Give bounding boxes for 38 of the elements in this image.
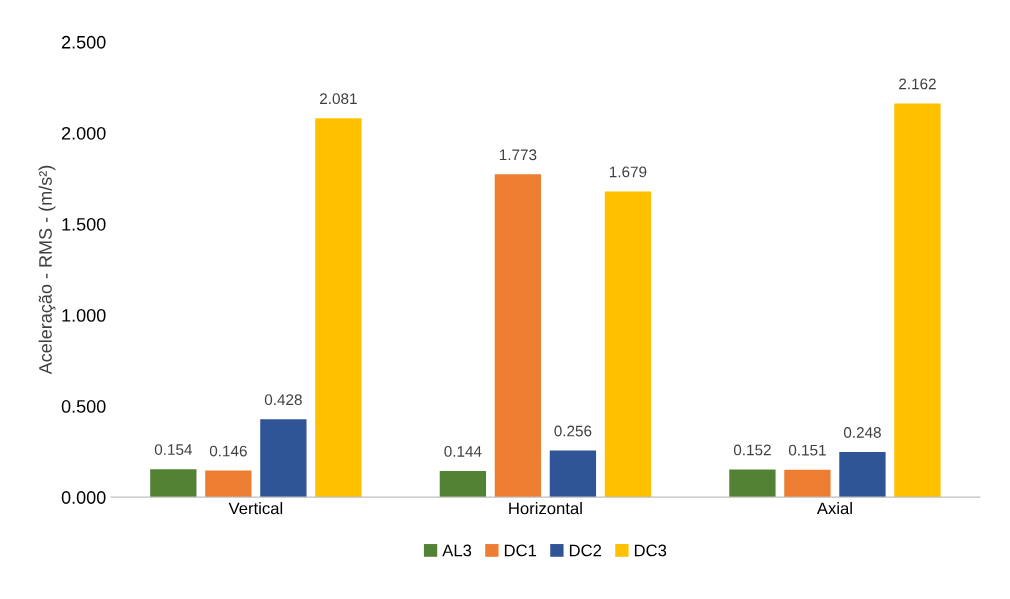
y-tick-label: 0.000 xyxy=(61,491,106,504)
bar xyxy=(315,118,362,498)
y-tick-label: 0.500 xyxy=(61,400,106,413)
bar xyxy=(604,191,652,498)
data-label: 1.679 xyxy=(609,166,647,178)
x-tick-label: Horizontal xyxy=(509,502,582,515)
y-tick-label: 1.500 xyxy=(62,217,106,231)
bar xyxy=(839,452,886,498)
bar xyxy=(150,469,197,498)
data-label: 0.248 xyxy=(843,427,881,438)
y-tick-label: 2.000 xyxy=(61,126,106,140)
bar xyxy=(260,419,307,498)
x-tick-label: Axial xyxy=(816,502,852,515)
data-label: 0.256 xyxy=(554,425,592,437)
bar xyxy=(439,470,487,498)
bar xyxy=(549,450,597,498)
y-tick-label: 1.000 xyxy=(62,309,106,322)
y-tick-label: 2.500 xyxy=(61,35,106,49)
bar xyxy=(729,469,776,498)
data-label: 0.152 xyxy=(733,444,771,456)
data-label: 1.773 xyxy=(499,149,537,161)
bar xyxy=(494,174,542,498)
data-label: 0.428 xyxy=(264,394,302,406)
legend-label: DC2 xyxy=(569,544,602,557)
legend-label: DC3 xyxy=(634,544,667,557)
legend-label: DC1 xyxy=(504,544,537,557)
data-label: 2.081 xyxy=(320,93,357,105)
y-axis-title: Aceleração - RMS - (m/s²) xyxy=(38,165,56,375)
bar xyxy=(784,469,831,498)
data-label: 0.154 xyxy=(154,444,193,455)
data-label: 0.144 xyxy=(444,446,482,457)
x-tick-label: Vertical xyxy=(228,502,283,515)
legend-label: AL3 xyxy=(442,544,472,557)
bar xyxy=(894,103,941,498)
data-label: 2.162 xyxy=(899,78,936,90)
bar xyxy=(205,470,252,498)
data-label: 0.151 xyxy=(788,444,826,456)
data-label: 0.146 xyxy=(209,445,247,457)
